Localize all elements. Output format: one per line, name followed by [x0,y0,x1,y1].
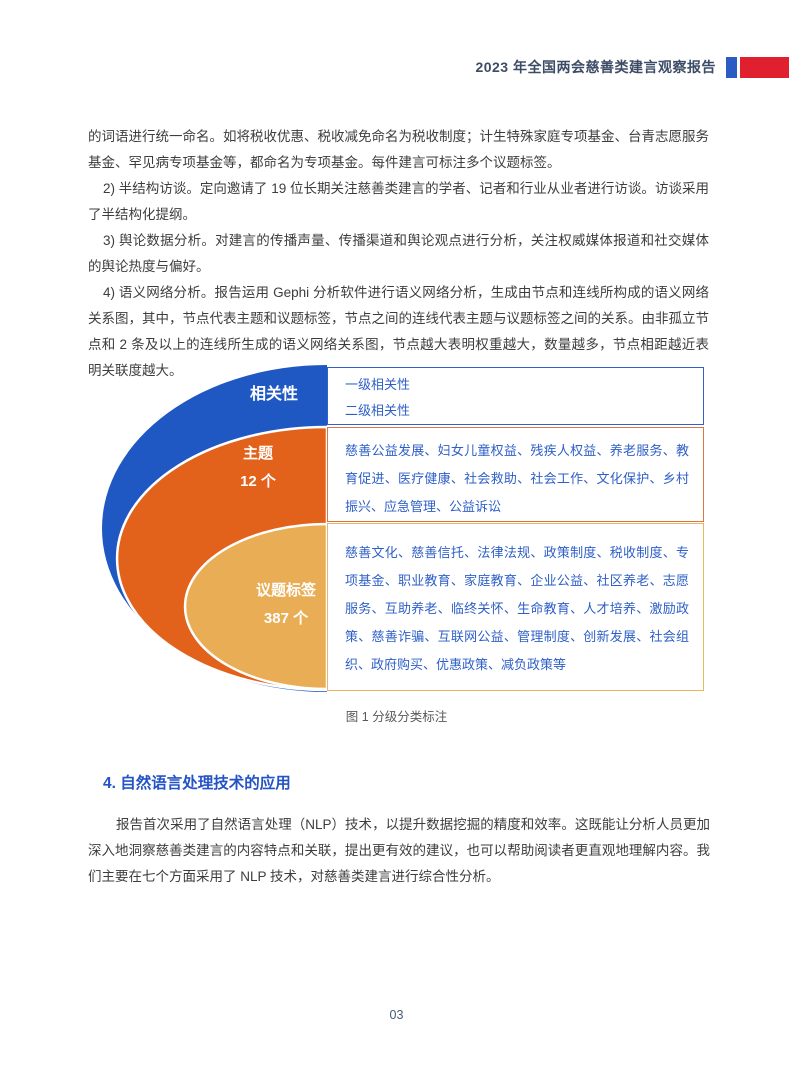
header-title: 2023 年全国两会慈善类建言观察报告 [475,59,716,75]
classification-figure: 相关性 主题 12 个 议题标签 387 个 一级相关性 二级相关性 慈善公益发… [100,364,706,692]
header-accent-blue-block [726,56,737,78]
relevance-label: 相关性 [249,386,298,403]
theme-box: 慈善公益发展、妇女儿童权益、残疾人权益、养老服务、教育促进、医疗健康、社会救助、… [327,427,704,522]
paragraph-semantic-network: 4) 语义网络分析。报告运用 Gephi 分析软件进行语义网络分析，生成由节点和… [88,285,709,378]
section-heading: 4. 自然语言处理技术的应用 [103,775,291,792]
nested-circles-graphic [102,365,329,692]
figure-caption: 图 1 分级分类标注 [345,710,448,724]
relevance-item: 一级相关性 [345,377,411,392]
tag-box: 慈善文化、慈善信托、法律法规、政策制度、税收制度、专项基金、职业教育、家庭教育、… [327,523,704,691]
paragraph-opinion-analysis: 3) 舆论数据分析。对建言的传播声量、传播渠道和舆论观点进行分析，关注权威媒体报… [88,233,709,274]
paragraph-naming: 的词语进行统一命名。如将税收优惠、税收减免命名为税收制度；计生特殊家庭专项基金、… [88,129,709,170]
paragraph-interviews: 2) 半结构访谈。定向邀请了 19 位长期关注慈善类建言的学者、记者和行业从业者… [88,181,709,222]
relevance-item: 二级相关性 [345,403,411,418]
tag-label: 议题标签 387 个 [255,582,316,627]
page-header: 2023 年全国两会慈善类建言观察报告 [0,55,793,79]
body-text: 的词语进行统一命名。如将税收优惠、税收减免命名为税收制度；计生特殊家庭专项基金、… [88,124,709,384]
section-body: 报告首次采用了自然语言处理（NLP）技术，以提升数据挖掘的精度和效率。这既能让分… [88,817,710,884]
relevance-box: 一级相关性 二级相关性 [327,367,704,425]
tag-circle [183,522,329,691]
header-accent-red-block [740,56,789,78]
theme-label: 主题 12 个 [240,445,276,490]
page-number: 03 [389,1008,404,1022]
